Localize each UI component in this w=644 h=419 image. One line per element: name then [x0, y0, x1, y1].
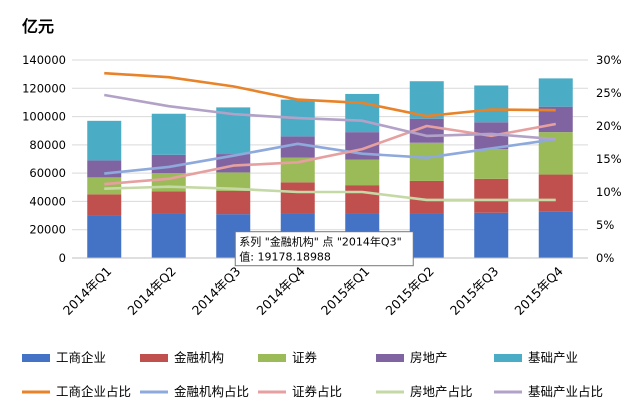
- y-right-tick-label: 25%: [596, 86, 622, 100]
- bar-segment: [280, 182, 315, 214]
- series-line: [104, 185, 556, 202]
- bar-segment: [474, 85, 509, 123]
- y-right-tick-label: 20%: [596, 119, 622, 133]
- legend-label: 房地产: [410, 350, 448, 365]
- bar-segment: [216, 172, 251, 191]
- bar-segment: [409, 142, 444, 181]
- bar-segment: [345, 185, 380, 214]
- legend-label: 证券: [292, 350, 318, 365]
- legend-label: 金融机构占比: [174, 384, 249, 399]
- y-left-tick-label: 60000: [29, 166, 66, 180]
- y-left-tick-label: 80000: [29, 138, 66, 152]
- legend-swatch: [140, 354, 168, 362]
- bar-segment: [345, 159, 380, 186]
- legend-label: 基础产业占比: [528, 384, 603, 399]
- legend-label: 工商企业: [56, 350, 106, 365]
- x-tick-label: 2015年Q2: [382, 264, 437, 319]
- bar-segment: [87, 160, 122, 178]
- bar-segment: [409, 81, 444, 119]
- x-tick-label: 2014年Q1: [60, 264, 115, 319]
- bar-segment: [87, 215, 122, 258]
- tooltip-line-1: 系列 "金融机构" 点 "2014年Q3": [239, 235, 401, 249]
- bar-segment: [538, 78, 573, 107]
- legend-label: 金融机构: [174, 350, 224, 365]
- bar-segment: [474, 149, 509, 179]
- bar-segment: [474, 212, 509, 258]
- legend-label: 工商企业占比: [56, 384, 131, 399]
- legend-swatch: [376, 354, 404, 362]
- y-right-tick-label: 30%: [596, 53, 622, 67]
- legend-swatch: [258, 354, 286, 362]
- y-left-tick-label: 40000: [29, 194, 66, 208]
- bar-segment: [409, 213, 444, 258]
- x-tick-label: 2014年Q3: [189, 264, 244, 319]
- legend-label: 基础产业: [528, 350, 578, 365]
- legend-label: 房地产占比: [410, 384, 473, 399]
- bar-segment: [280, 136, 315, 158]
- tooltip-box: [234, 231, 414, 267]
- legend-label: 证券占比: [292, 384, 342, 399]
- y-left-tick-label: 20000: [29, 223, 66, 237]
- y-left-tick-label: 120000: [22, 81, 66, 95]
- series-line: [104, 137, 556, 175]
- tooltip-line-2: 值: 19178.18988: [239, 251, 331, 264]
- bar-segment: [538, 174, 573, 212]
- x-tick-label: 2014年Q2: [124, 264, 179, 319]
- bar-segment: [409, 180, 444, 214]
- x-tick-label: 2015年Q4: [511, 263, 566, 318]
- x-tick-label: 2015年Q1: [318, 264, 373, 319]
- bar-segment: [87, 120, 122, 161]
- bar-segment: [474, 178, 509, 213]
- bar-segment: [216, 190, 251, 215]
- bar-segment: [345, 93, 380, 133]
- y-right-tick-label: 5%: [596, 218, 614, 232]
- y-left-tick-label: 140000: [22, 53, 66, 67]
- bar-segment: [87, 177, 122, 195]
- bar-segment: [151, 213, 186, 258]
- y-right-tick-label: 10%: [596, 185, 622, 199]
- bar-segment: [151, 113, 186, 155]
- bar-segment: [151, 191, 186, 214]
- legend-swatch: [494, 354, 522, 362]
- y-right-tick-label: 15%: [596, 152, 622, 166]
- bar-segment: [87, 194, 122, 216]
- y-left-tick-label: 100000: [22, 110, 66, 124]
- x-tick-label: 2014年Q4: [253, 263, 308, 318]
- series-line: [104, 71, 556, 118]
- y-left-tick-label: 0: [59, 251, 66, 265]
- x-tick-label: 2015年Q3: [447, 264, 502, 319]
- unit-label: 亿元: [22, 17, 54, 36]
- bar-segment: [538, 211, 573, 258]
- legend-swatch: [22, 354, 50, 362]
- y-right-tick-label: 0%: [596, 251, 614, 265]
- series-line: [104, 93, 556, 141]
